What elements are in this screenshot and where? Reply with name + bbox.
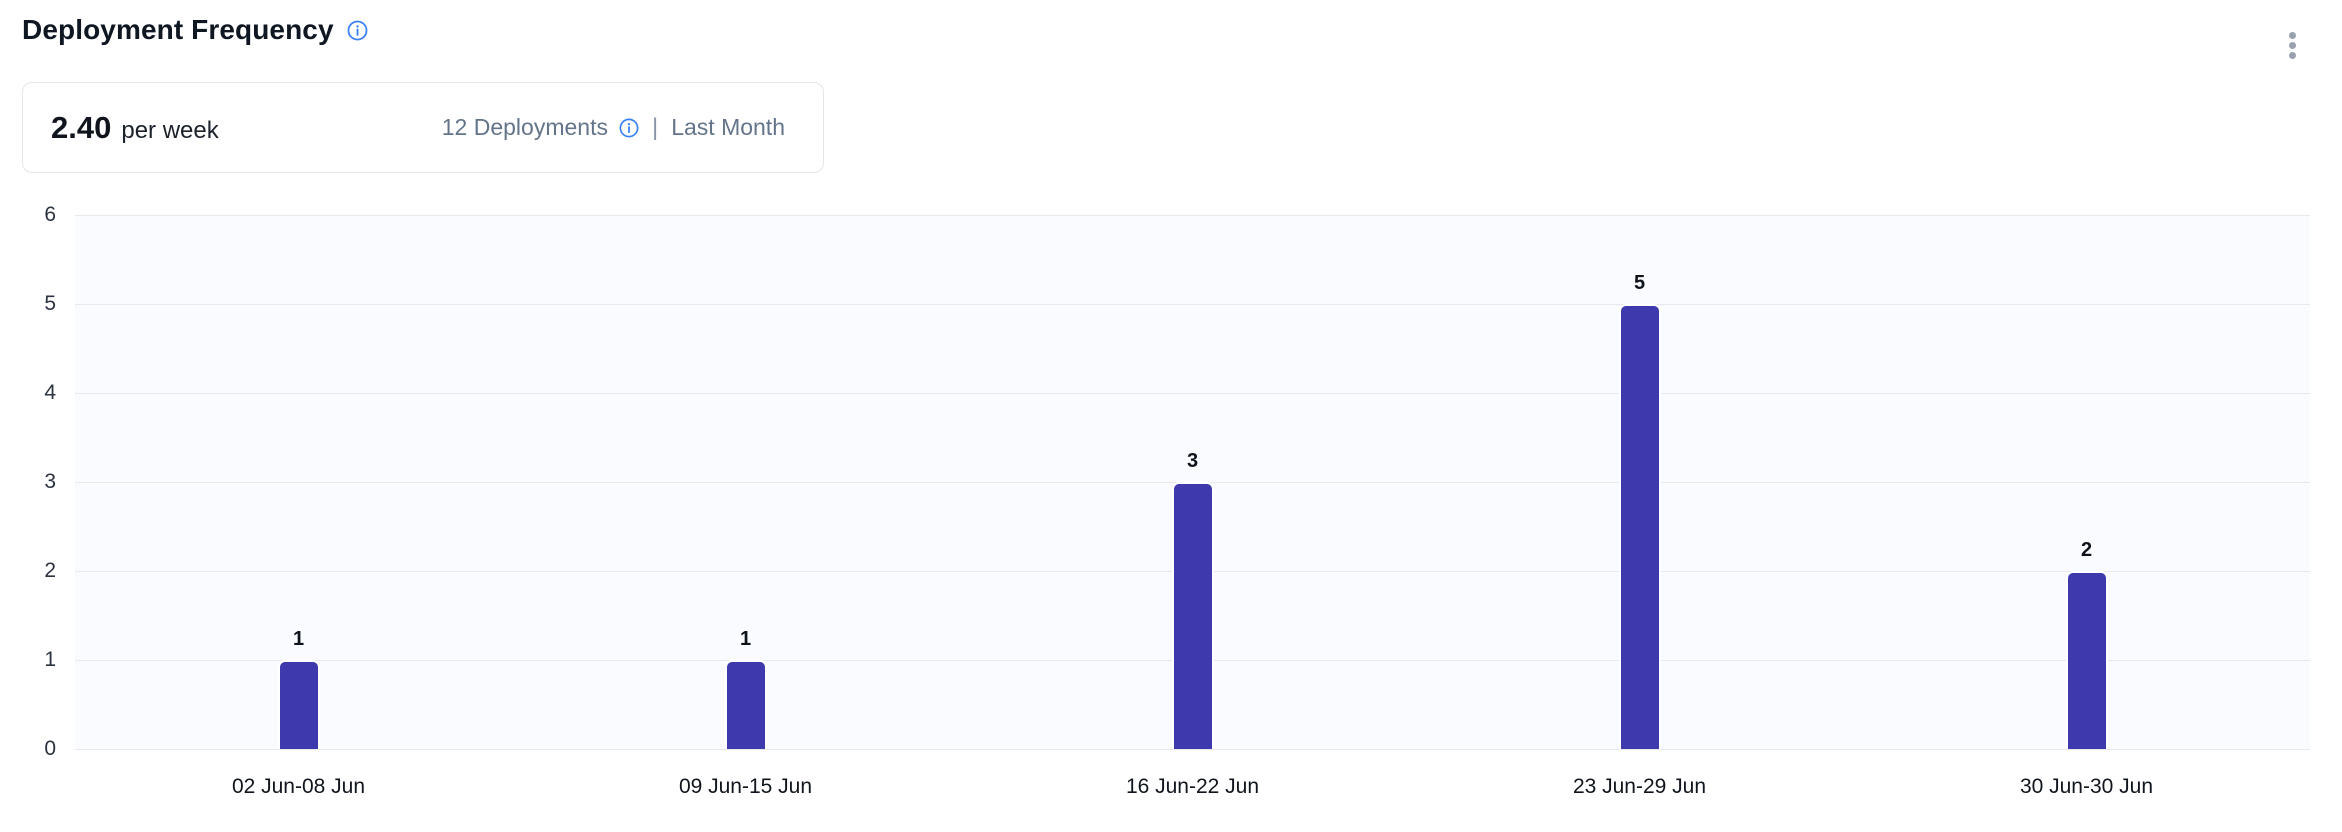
x-tick-label: 02 Jun-08 Jun (231, 775, 366, 798)
bar-value-label: 3 (1186, 450, 1199, 472)
page-title: Deployment Frequency (22, 14, 334, 45)
chart-header: Deployment Frequency (22, 14, 368, 46)
gridline-y-5 (75, 303, 2310, 305)
period-label: Last Month (671, 114, 785, 140)
bar-02 Jun-08 Jun[interactable] (277, 660, 320, 749)
deployments-count-label: 12 Deployments (441, 114, 608, 140)
bar-value-label: 1 (292, 628, 305, 650)
y-tick-label: 4 (44, 381, 56, 404)
x-tick-label: 30 Jun-30 Jun (2019, 775, 2154, 798)
rate-value: 2.40 (51, 109, 112, 145)
x-tick-label: 09 Jun-15 Jun (678, 775, 813, 798)
deployment-rate: 2.40 per week (51, 110, 219, 146)
bar-value-label: 1 (739, 628, 752, 650)
y-tick-label: 1 (44, 648, 56, 671)
y-tick-label: 3 (44, 470, 56, 493)
kebab-menu-icon[interactable] (2287, 30, 2298, 61)
divider: | (651, 113, 659, 141)
bar-value-label: 5 (1633, 272, 1646, 294)
y-tick-label: 2 (44, 559, 56, 582)
kebab-dot (2289, 52, 2296, 59)
y-tick-label: 0 (44, 737, 56, 760)
plot-area: 1 1 3 5 2 (75, 214, 2310, 750)
rate-unit: per week (121, 116, 219, 144)
y-tick-label: 6 (44, 203, 56, 226)
bar-23 Jun-29 Jun[interactable] (1618, 304, 1661, 749)
summary-card: 2.40 per week 12 Deployments | Last Mont… (22, 82, 824, 173)
bar-09 Jun-15 Jun[interactable] (724, 660, 767, 749)
kebab-dot (2289, 42, 2296, 49)
deployments-info-icon[interactable] (619, 118, 639, 138)
bar-30 Jun-30 Jun[interactable] (2065, 571, 2108, 749)
summary-meta: 12 Deployments | Last Month (442, 114, 785, 142)
x-tick-label: 16 Jun-22 Jun (1125, 775, 1260, 798)
gridline-y-0 (75, 748, 2310, 750)
deployment-frequency-chart: 0 1 2 3 4 5 6 1 1 3 5 2 02 Jun-08 Jun 09 Jun-15 Jun… (0, 203, 2342, 825)
y-tick-label: 5 (44, 292, 56, 315)
bar-value-label: 2 (2080, 539, 2093, 561)
gridline-y-6 (75, 214, 2310, 216)
title-info-icon[interactable] (347, 20, 368, 41)
gridline-y-4 (75, 392, 2310, 394)
x-axis: 02 Jun-08 Jun 09 Jun-15 Jun 16 Jun-22 Jun 2… (75, 771, 2310, 811)
x-tick-label: 23 Jun-29 Jun (1572, 775, 1707, 798)
kebab-dot (2289, 32, 2296, 39)
bar-16 Jun-22 Jun[interactable] (1171, 482, 1214, 749)
